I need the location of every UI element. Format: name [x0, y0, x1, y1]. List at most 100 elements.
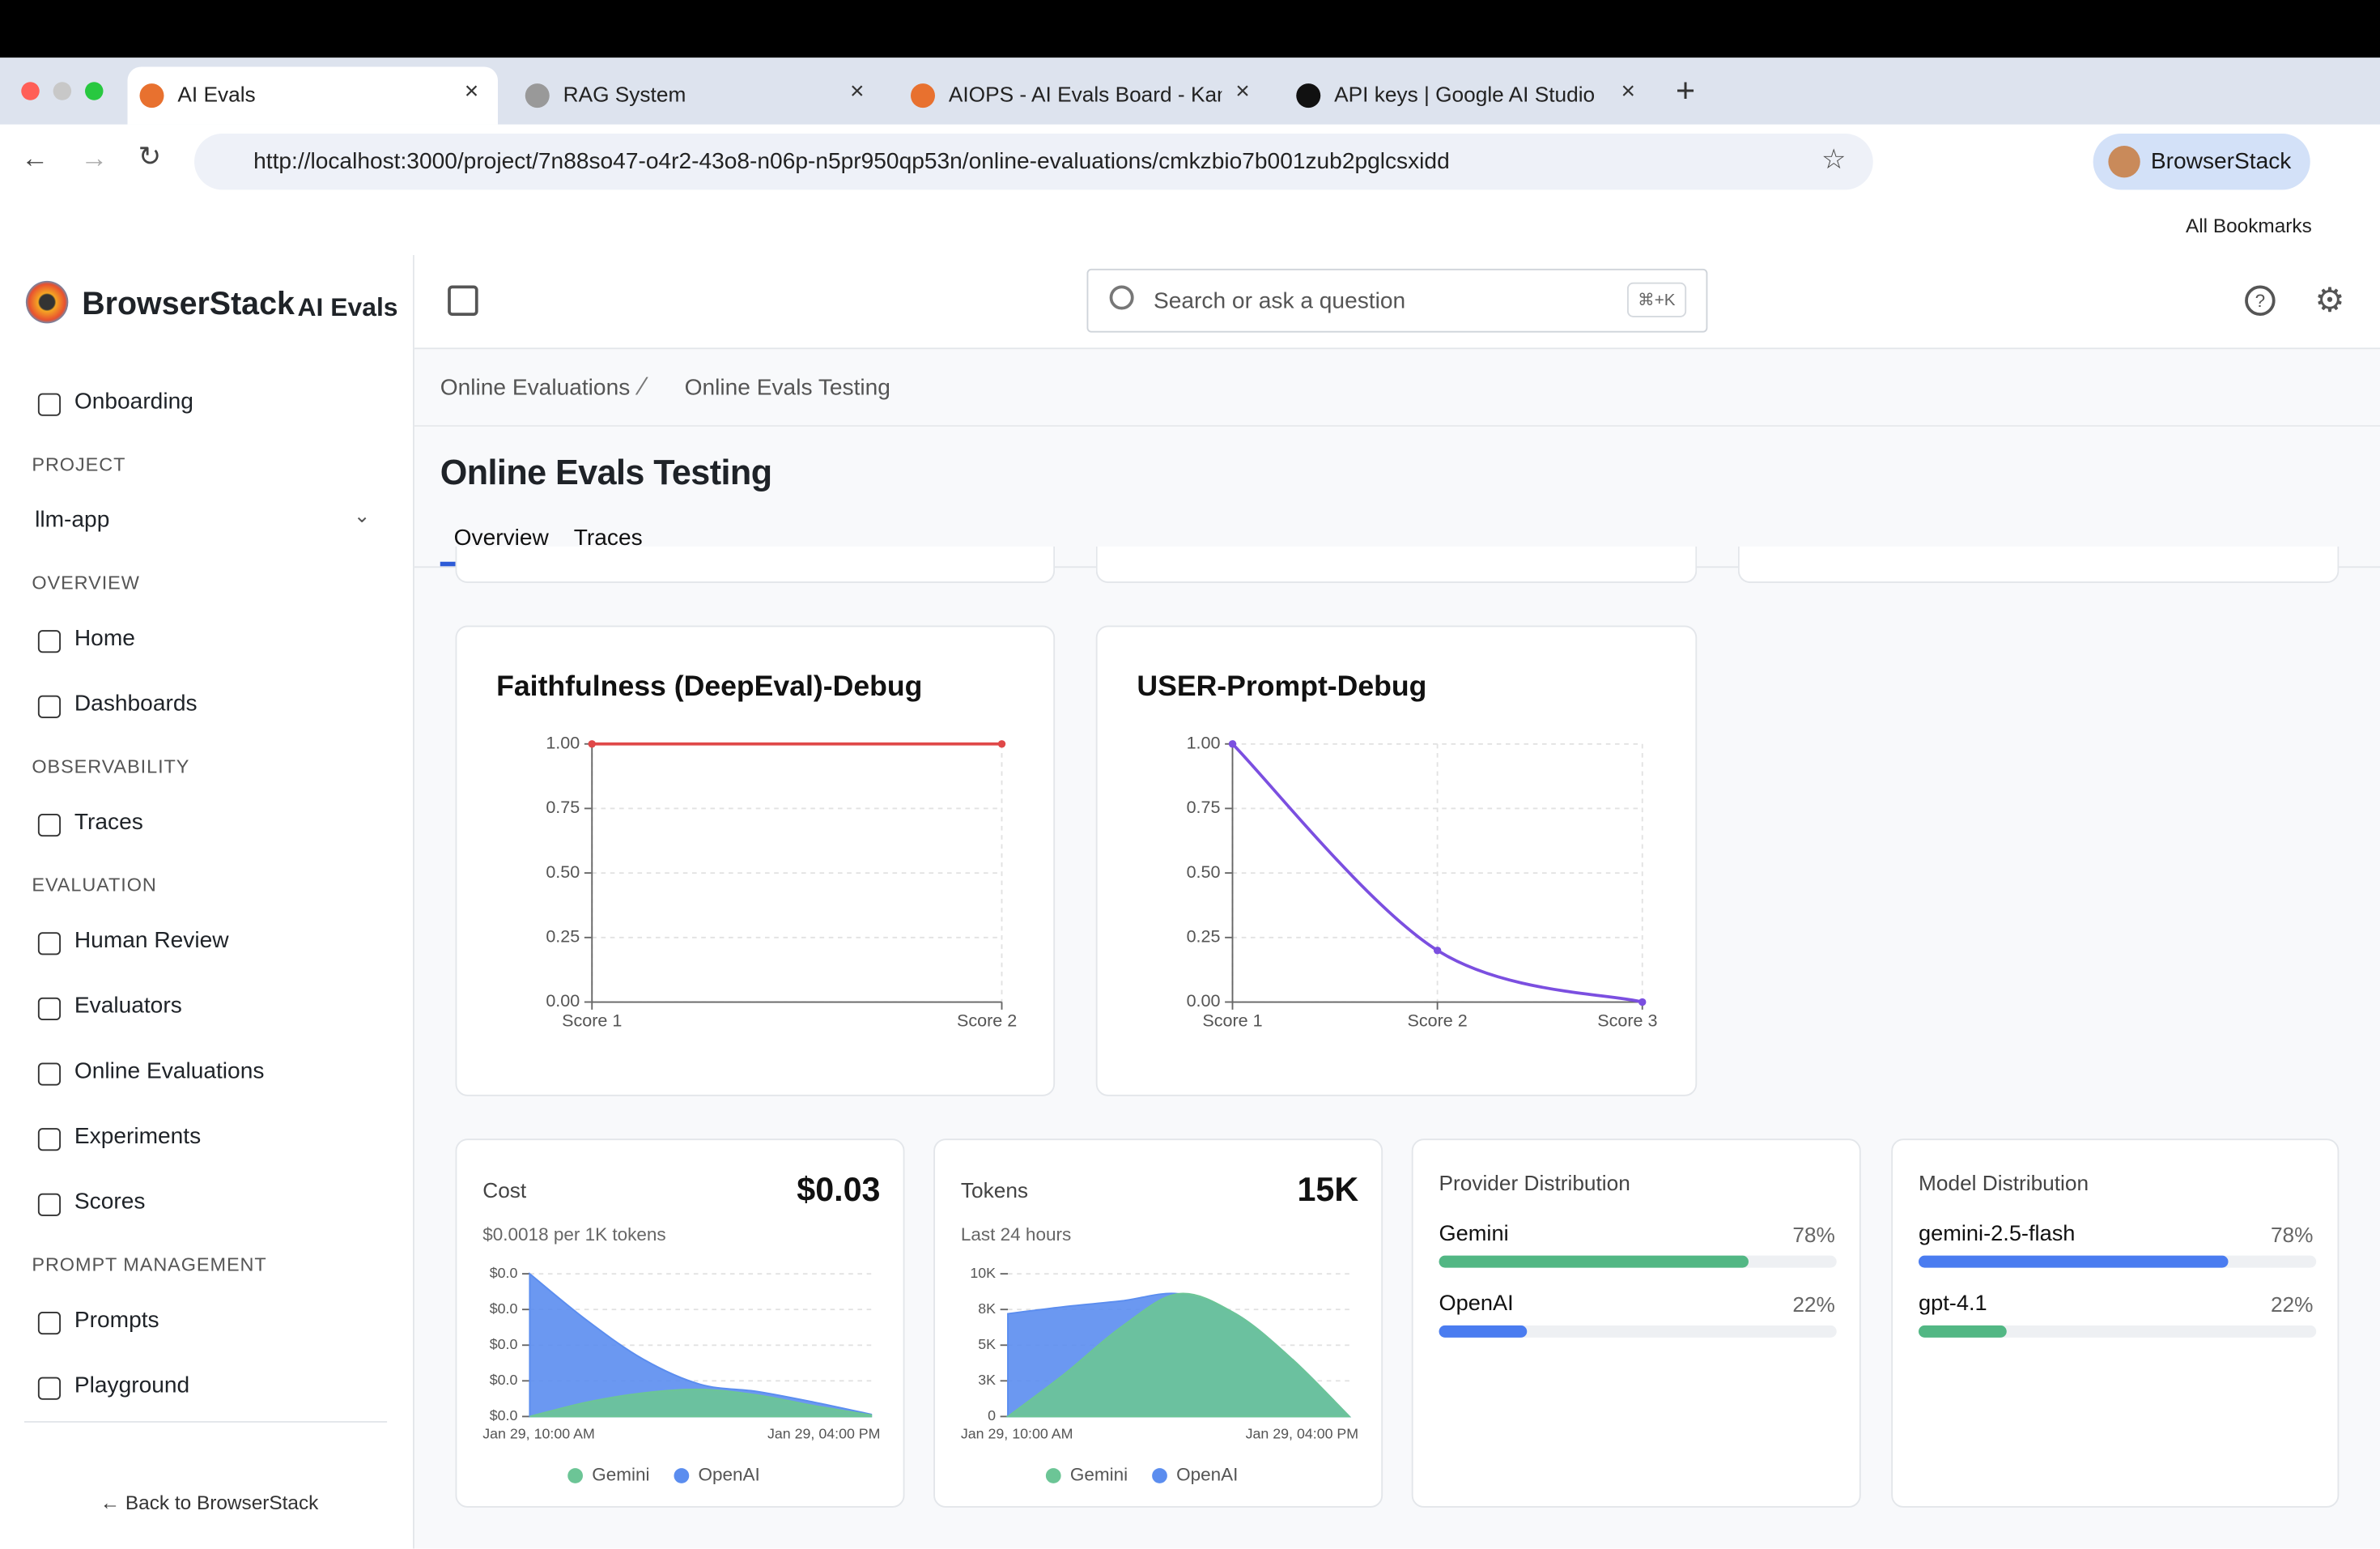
nav-icon: [37, 1377, 61, 1400]
tab-close[interactable]: ×: [464, 79, 479, 105]
nav-item[interactable]: Traces: [74, 809, 143, 836]
nav-item[interactable]: Playground: [74, 1372, 190, 1398]
card-label: Provider Distribution: [1439, 1170, 1630, 1195]
zoom-window[interactable]: [85, 82, 104, 100]
chart-title: USER-Prompt-Debug: [1137, 670, 1426, 702]
item-name: gemini-2.5-flash: [1919, 1222, 2076, 1247]
browser-tab[interactable]: RAG System ×: [513, 67, 884, 125]
y-tick-label: 1.00: [1187, 732, 1221, 752]
browser-tab[interactable]: AIOPS - AI Evals Board - Kant ×: [899, 67, 1269, 125]
chart: USER-Prompt-Debug 0.00 0.25 0.50 0.75 1.00 Sco…: [1137, 670, 1657, 1031]
nav-icon: [37, 1193, 61, 1216]
legend-swatch: [1045, 1468, 1061, 1483]
browser-tab[interactable]: API keys | Google AI Studio ×: [1284, 67, 1655, 125]
reload-button[interactable]: ↻: [138, 141, 161, 172]
project-select[interactable]: llm-app: [35, 507, 110, 534]
tab-close[interactable]: ×: [850, 79, 865, 105]
nav-section-title: PROJECT: [32, 453, 126, 475]
area: [529, 1388, 873, 1418]
tab-favicon: [139, 83, 164, 109]
tab-close[interactable]: ×: [1235, 79, 1250, 105]
chart: Tokens 15K Last 24 hours 0 3K 5K 8K 10K Jan 29, …: [961, 1171, 1358, 1485]
area: [529, 1272, 873, 1418]
sidebar-toggle[interactable]: [448, 285, 478, 316]
nav-item[interactable]: Evaluators: [74, 993, 182, 1019]
nav-item[interactable]: Onboarding: [74, 389, 193, 415]
search-icon: [1109, 285, 1134, 310]
nav-item[interactable]: Prompts: [74, 1307, 159, 1334]
progress-bar: [1439, 1255, 1749, 1268]
page-title: Online Evals Testing: [440, 452, 772, 492]
search-box[interactable]: Search or ask a question ⌘+K: [1086, 268, 1708, 333]
x-tick-label: Jan 29, 10:00 AM: [482, 1426, 595, 1442]
x-tick-label: Score 2: [957, 1011, 1017, 1031]
url: http://localhost:3000/project/7n88so47-o…: [253, 148, 1450, 175]
new-tab-button[interactable]: +: [1676, 71, 1696, 109]
progress-track: [1439, 1325, 1837, 1338]
back-button[interactable]: ←: [21, 143, 49, 173]
progress-track: [1919, 1325, 2317, 1338]
breadcrumb-item[interactable]: Online Evaluations: [440, 375, 631, 401]
line: [1231, 743, 1643, 1004]
profile-name: BrowserStack: [2150, 148, 2292, 175]
tab-close[interactable]: ×: [1621, 79, 1636, 105]
profile-button[interactable]: BrowserStack: [2093, 134, 2310, 190]
nav-item[interactable]: Human Review: [74, 927, 229, 954]
nav-icon: [37, 1062, 61, 1086]
nav-icon: [37, 630, 61, 653]
card-total: $0.03: [797, 1171, 880, 1208]
card: USER-Prompt-Debug 0.00 0.25 0.50 0.75 1.00 Sco…: [1095, 625, 1698, 1096]
bookmarks-folder[interactable]: All Bookmarks: [2186, 214, 2312, 237]
tab-favicon: [911, 83, 935, 109]
forward-button[interactable]: →: [80, 143, 108, 173]
partial-card: [455, 547, 1056, 583]
legend-label: Gemini: [1070, 1464, 1128, 1484]
close-window[interactable]: [21, 82, 40, 100]
nav-item[interactable]: Scores: [74, 1189, 146, 1215]
card-label: Cost: [482, 1178, 527, 1202]
progress-bar: [1919, 1255, 2229, 1268]
card: Model Distribution gemini-2.5-flash 78% gpt…: [1891, 1138, 2340, 1508]
card: Faithfulness (DeepEval)-Debug 0.00 0.25 0.5…: [455, 625, 1056, 1096]
partial-card: [1095, 547, 1698, 583]
browser-tab[interactable]: AI Evals ×: [127, 66, 498, 125]
x-tick-label: Score 1: [562, 1011, 622, 1031]
y-tick-label: 1.00: [546, 732, 580, 752]
x-tick-label: Jan 29, 04:00 PM: [767, 1426, 881, 1442]
legend-label: OpenAI: [1176, 1464, 1238, 1484]
card-subtitle: Last 24 hours: [961, 1224, 1071, 1245]
nav-icon: [37, 997, 61, 1020]
legend-swatch: [567, 1468, 583, 1483]
y-tick-label: 10K: [970, 1265, 996, 1281]
nav-item[interactable]: Dashboards: [74, 691, 198, 717]
settings-button[interactable]: ⚙: [2314, 280, 2345, 319]
y-tick-label: 0.75: [1187, 797, 1221, 817]
breadcrumb-separator: ∕: [640, 372, 645, 401]
back-link[interactable]: ← Back to BrowserStack: [100, 1491, 319, 1514]
item-name: gpt-4.1: [1919, 1292, 1987, 1317]
help-button[interactable]: ?: [2245, 285, 2276, 316]
nav-icon: [37, 1128, 61, 1151]
nav-section-title: OBSERVABILITY: [32, 755, 190, 777]
partial-card: [1737, 547, 2340, 583]
tab-title: RAG System: [563, 82, 686, 107]
top-bar: [0, 0, 2380, 58]
tab-title: AI Evals: [177, 82, 256, 107]
y-tick-label: 0.25: [546, 926, 580, 947]
nav-icon: [37, 932, 61, 955]
tab-favicon: [525, 83, 550, 109]
nav-item[interactable]: Experiments: [74, 1123, 202, 1150]
chart: Cost $0.03 $0.0018 per 1K tokens $0.0 $0.0 $0…: [482, 1171, 881, 1485]
nav-item[interactable]: Online Evaluations: [74, 1057, 265, 1084]
address-bar[interactable]: http://localhost:3000/project/7n88so47-o…: [194, 134, 1873, 190]
bookmark-star[interactable]: ☆: [1821, 144, 1847, 175]
y-tick-label: 0.50: [1187, 862, 1221, 882]
nav-icon: [37, 695, 61, 718]
nav-item[interactable]: Home: [74, 625, 135, 652]
minimize-window[interactable]: [53, 82, 72, 100]
chart: Faithfulness (DeepEval)-Debug 0.00 0.25 0.5…: [496, 670, 1017, 1031]
item-percent: 22%: [1792, 1292, 1835, 1317]
point: [588, 740, 596, 748]
